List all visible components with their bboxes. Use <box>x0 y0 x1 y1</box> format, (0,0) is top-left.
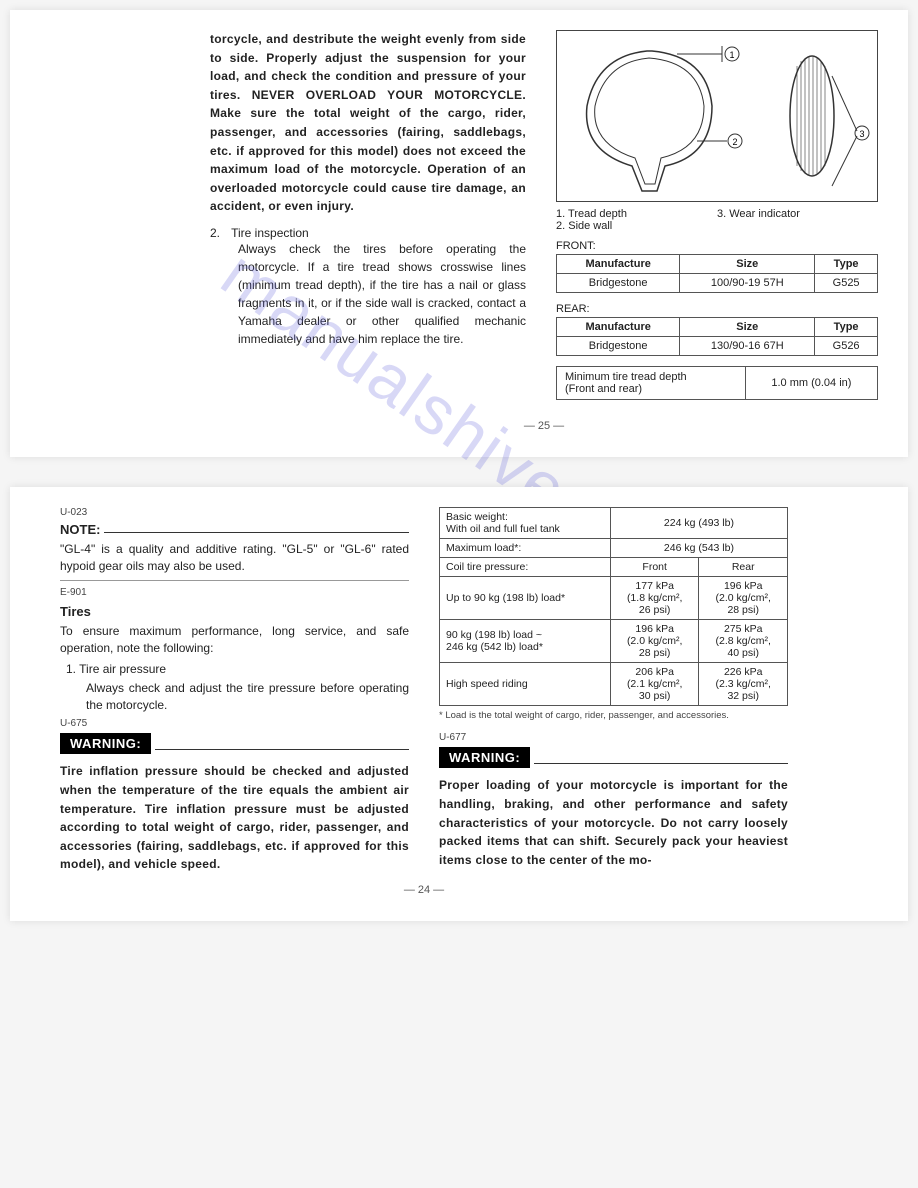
tires-body: To ensure maximum performance, long serv… <box>60 623 409 658</box>
warning-box-2: WARNING: <box>439 747 530 768</box>
row-highspeed-rear: 226 kPa (2.3 kg/cm², 32 psi) <box>699 663 788 706</box>
row-max-load-val: 246 kg (543 lb) <box>610 539 787 558</box>
rear-tire-table: Manufacture Size Type Bridgestone 130/90… <box>556 317 878 356</box>
legend-1: 1. Tread depth <box>556 208 717 220</box>
item-2-title: Tire inspection <box>231 226 309 240</box>
row-90to246-rear: 275 kPa (2.8 kg/cm², 40 psi) <box>699 620 788 663</box>
code-u675: U-675 <box>60 718 409 729</box>
note-head: NOTE: <box>60 522 100 537</box>
legend-2: 2. Side wall <box>556 220 717 232</box>
tire-diagram-svg: 1 2 3 <box>557 36 877 196</box>
th-size-r: Size <box>680 318 815 337</box>
front-label: FRONT: <box>556 240 878 252</box>
row-90to246-label: 90 kg (198 lb) load ~ 246 kg (542 lb) lo… <box>440 620 611 663</box>
svg-text:3: 3 <box>859 129 864 139</box>
page-25: torcycle, and destribute the weight even… <box>10 10 908 457</box>
rear-manufacture: Bridgestone <box>557 337 680 356</box>
tread-label: Minimum tire tread depth (Front and rear… <box>557 367 746 400</box>
tread-value: 1.0 mm (0.04 in) <box>745 367 877 400</box>
legend-3: 3. Wear indicator <box>717 208 878 232</box>
row-highspeed-front: 206 kPa (2.1 kg/cm², 30 psi) <box>610 663 699 706</box>
page-number-25: — 25 — <box>210 420 878 432</box>
warning-rule-1 <box>155 749 409 750</box>
col-front: Front <box>610 558 699 577</box>
tires-heading: Tires <box>60 604 409 619</box>
row-basic-weight-label: Basic weight: With oil and full fuel tan… <box>440 508 611 539</box>
th-type-r: Type <box>815 318 878 337</box>
page-number-24: — 24 — <box>60 884 788 896</box>
overload-warning-para: torcycle, and destribute the weight even… <box>210 30 526 216</box>
col-rear: Rear <box>699 558 788 577</box>
tread-depth-table: Minimum tire tread depth (Front and rear… <box>556 366 878 400</box>
pressure-table: Basic weight: With oil and full fuel tan… <box>439 507 788 706</box>
svg-text:1: 1 <box>729 50 734 60</box>
item-2: 2. Tire inspection <box>210 226 526 240</box>
svg-text:2: 2 <box>732 137 737 147</box>
rear-label: REAR: <box>556 303 878 315</box>
warning-2-body: Proper loading of your motorcycle is imp… <box>439 776 788 869</box>
warning-rule-2 <box>534 763 788 764</box>
diagram-legend: 1. Tread depth 2. Side wall 3. Wear indi… <box>556 208 878 232</box>
tire-diagram: 1 2 3 <box>556 30 878 202</box>
row-90to246-front: 196 kPa (2.0 kg/cm², 28 psi) <box>610 620 699 663</box>
th-manufacture: Manufacture <box>557 255 680 274</box>
th-size: Size <box>680 255 815 274</box>
item-1-body: Always check and adjust the tire pressur… <box>86 680 409 715</box>
row-basic-weight-val: 224 kg (493 lb) <box>610 508 787 539</box>
left-column-24: U-023 NOTE: "GL-4" is a quality and addi… <box>60 507 409 874</box>
rear-size: 130/90-16 67H <box>680 337 815 356</box>
note-rule <box>104 532 409 533</box>
item-2-body: Always check the tires before operating … <box>238 240 526 348</box>
warning-box-1: WARNING: <box>60 733 151 754</box>
note-body: "GL-4" is a quality and additive rating.… <box>60 541 409 576</box>
row-upto90-rear: 196 kPa (2.0 kg/cm², 28 psi) <box>699 577 788 620</box>
code-u677: U-677 <box>439 732 788 743</box>
front-tire-table: Manufacture Size Type Bridgestone 100/90… <box>556 254 878 293</box>
rear-type: G526 <box>815 337 878 356</box>
code-e901: E-901 <box>60 587 409 598</box>
item-1-num: 1. <box>66 662 76 676</box>
front-manufacture: Bridgestone <box>557 274 680 293</box>
row-upto90-front: 177 kPa (1.8 kg/cm², 26 psi) <box>610 577 699 620</box>
row-upto90-label: Up to 90 kg (198 lb) load* <box>440 577 611 620</box>
left-column: torcycle, and destribute the weight even… <box>210 30 526 410</box>
load-footnote: * Load is the total weight of cargo, rid… <box>439 710 788 722</box>
row-coil-label: Coil tire pressure: <box>440 558 611 577</box>
code-u023: U-023 <box>60 507 409 518</box>
front-type: G525 <box>815 274 878 293</box>
front-size: 100/90-19 57H <box>680 274 815 293</box>
page-24: U-023 NOTE: "GL-4" is a quality and addi… <box>10 487 908 921</box>
item-1-title: Tire air pressure <box>79 662 166 676</box>
right-column-24: Basic weight: With oil and full fuel tan… <box>439 507 788 874</box>
right-column: 1 2 3 <box>556 30 878 410</box>
row-highspeed-label: High speed riding <box>440 663 611 706</box>
th-manufacture-r: Manufacture <box>557 318 680 337</box>
warning-1-body: Tire inflation pressure should be checke… <box>60 762 409 874</box>
row-max-load-label: Maximum load*: <box>440 539 611 558</box>
th-type: Type <box>815 255 878 274</box>
item-2-number: 2. <box>210 226 228 240</box>
